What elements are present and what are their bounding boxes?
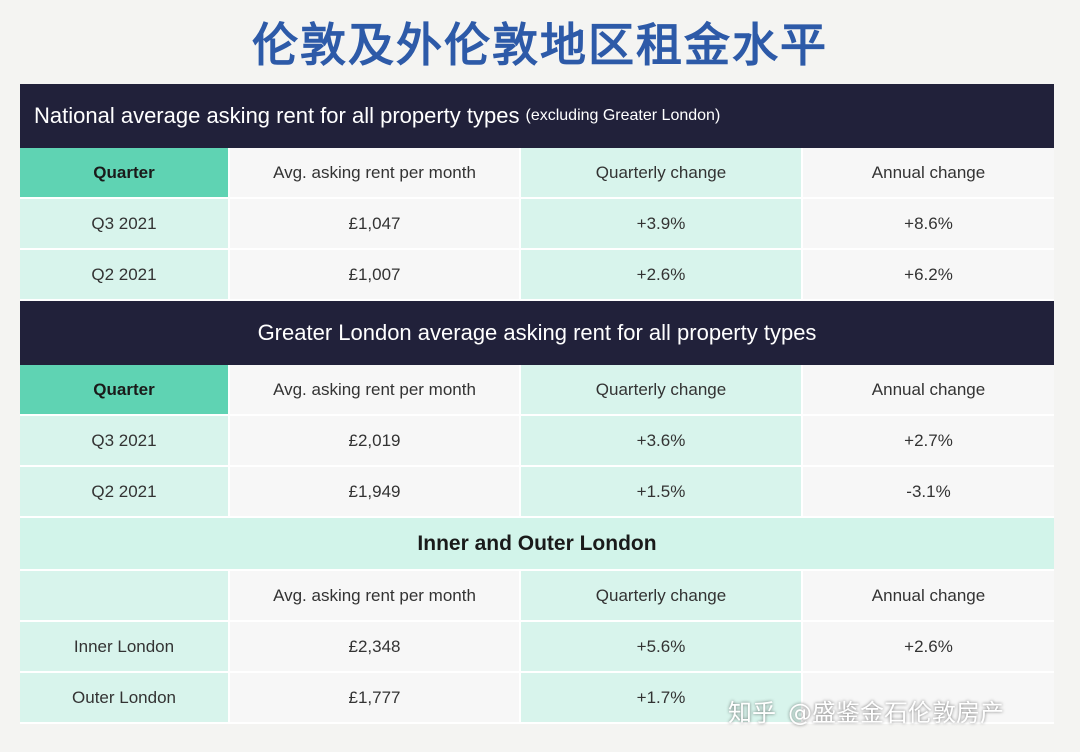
quarter-cell: Q3 2021	[20, 199, 230, 250]
area-cell: Inner London	[20, 622, 230, 673]
quarter-cell: Q2 2021	[20, 467, 230, 518]
table-row: Outer London £1,777 +1.7%	[20, 673, 1054, 724]
column-header-annual-change: Annual change	[803, 571, 1054, 622]
watermark-account: @盛鉴金石伦敦房产	[788, 698, 1004, 727]
avg-rent-cell: £2,019	[230, 416, 521, 467]
quarterly-change-cell: +5.6%	[521, 622, 803, 673]
annual-change-cell: +2.7%	[803, 416, 1054, 467]
quarterly-change-cell: +3.9%	[521, 199, 803, 250]
watermark-platform: 知乎	[728, 698, 776, 727]
inner-outer-heading: Inner and Outer London	[20, 518, 1054, 571]
column-header-avg-rent: Avg. asking rent per month	[230, 365, 521, 416]
table-row: Inner London £2,348 +5.6% +2.6%	[20, 622, 1054, 673]
greater-london-heading: Greater London average asking rent for a…	[257, 320, 817, 345]
page-title: 伦敦及外伦敦地区租金水平	[252, 18, 828, 72]
quarterly-change-cell: +1.5%	[521, 467, 803, 518]
table-row: Q2 2021 £1,949 +1.5% -3.1%	[20, 467, 1054, 518]
column-header-avg-rent: Avg. asking rent per month	[230, 148, 521, 199]
avg-rent-cell: £1,949	[230, 467, 521, 518]
avg-rent-cell: £2,348	[230, 622, 521, 673]
column-header-quarterly-change: Quarterly change	[521, 571, 803, 622]
watermark: 知乎 @盛鉴金石伦敦房产	[728, 690, 1004, 730]
greater-london-header-row: Quarter Avg. asking rent per month Quart…	[20, 365, 1054, 416]
column-header-quarter: Quarter	[20, 148, 230, 199]
annual-change-cell: -3.1%	[803, 467, 1054, 518]
quarter-cell: Q3 2021	[20, 416, 230, 467]
table-row: Q3 2021 £2,019 +3.6% +2.7%	[20, 416, 1054, 467]
column-header-quarterly-change: Quarterly change	[521, 148, 803, 199]
national-header-row: Quarter Avg. asking rent per month Quart…	[20, 148, 1054, 199]
inner-outer-header-row: Avg. asking rent per month Quarterly cha…	[20, 571, 1054, 622]
column-header-quarterly-change: Quarterly change	[521, 365, 803, 416]
area-cell: Outer London	[20, 673, 230, 724]
annual-change-cell	[803, 673, 1054, 724]
quarterly-change-cell: +3.6%	[521, 416, 803, 467]
avg-rent-cell: £1,047	[230, 199, 521, 250]
annual-change-cell: +6.2%	[803, 250, 1054, 301]
column-header-area	[20, 571, 230, 622]
rent-table: National average asking rent for all pro…	[20, 84, 1054, 724]
national-heading: National average asking rent for all pro…	[34, 103, 520, 128]
column-header-annual-change: Annual change	[803, 365, 1054, 416]
annual-change-cell: +2.6%	[803, 622, 1054, 673]
table-row: Q3 2021 £1,047 +3.9% +8.6%	[20, 199, 1054, 250]
table-row: Q2 2021 £1,007 +2.6% +6.2%	[20, 250, 1054, 301]
national-heading-sub: (excluding Greater London)	[525, 107, 721, 124]
annual-change-cell: +8.6%	[803, 199, 1054, 250]
column-header-quarter: Quarter	[20, 365, 230, 416]
avg-rent-cell: £1,777	[230, 673, 521, 724]
national-heading-bar: National average asking rent for all pro…	[20, 84, 1054, 148]
quarterly-change-cell: +2.6%	[521, 250, 803, 301]
column-header-avg-rent: Avg. asking rent per month	[230, 571, 521, 622]
quarter-cell: Q2 2021	[20, 250, 230, 301]
quarterly-change-cell: +1.7%	[521, 673, 803, 724]
avg-rent-cell: £1,007	[230, 250, 521, 301]
column-header-annual-change: Annual change	[803, 148, 1054, 199]
greater-london-heading-bar: Greater London average asking rent for a…	[20, 301, 1054, 365]
